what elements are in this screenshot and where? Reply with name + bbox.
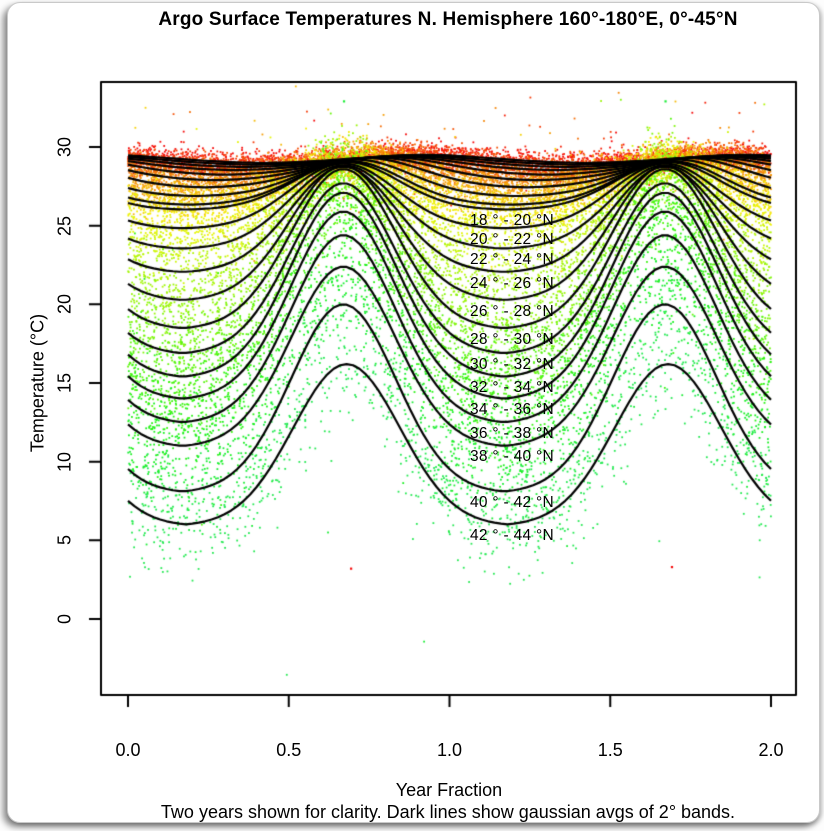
latitude-band-label: 34 ° - 36 °N [469,400,555,418]
x-tick-label: 1.0 [436,740,463,760]
x-axis-label: Year Fraction [395,780,503,800]
latitude-band-label: 22 ° - 24 °N [469,251,555,269]
y-tick-label: 10 [54,451,75,472]
latitude-band-label: 18 ° - 20 °N [469,212,555,230]
latitude-band-label: 28 ° - 30 °N [469,330,555,348]
y-axis-label: Temperature (°C) [27,313,48,453]
latitude-band-label: 40 ° - 42 °N [469,493,555,511]
y-tick-label: 30 [54,136,75,158]
x-tick-label: 1.5 [597,740,623,760]
x-tick-label: 0.5 [276,740,302,760]
latitude-band-label: 30 ° - 32 °N [469,355,555,373]
y-tick-label: 25 [54,215,75,236]
latitude-band-label: 36 ° - 38 °N [469,424,555,442]
x-tick-label: 2.0 [758,740,784,760]
latitude-band-label: 42 ° - 44 °N [469,527,555,545]
latitude-band-label: 20 ° - 22 °N [469,231,555,248]
latitude-band-label: 24 ° - 26 °N [469,274,555,292]
y-tick-label: 5 [54,535,75,546]
y-tick-label: 15 [54,372,75,394]
y-tick-label: 0 [54,613,75,625]
chart-title: Argo Surface Temperatures N. Hemisphere … [158,9,738,30]
y-tick-label: 20 [54,294,75,315]
latitude-band-label: 38 ° - 40 °N [469,448,555,466]
latitude-band-label: 26 ° - 28 °N [469,302,555,320]
chart-caption: Two years shown for clarity. Dark lines … [160,802,736,822]
latitude-band-label: 32 ° - 34 °N [469,378,555,396]
x-tick-label: 0.0 [115,740,141,760]
